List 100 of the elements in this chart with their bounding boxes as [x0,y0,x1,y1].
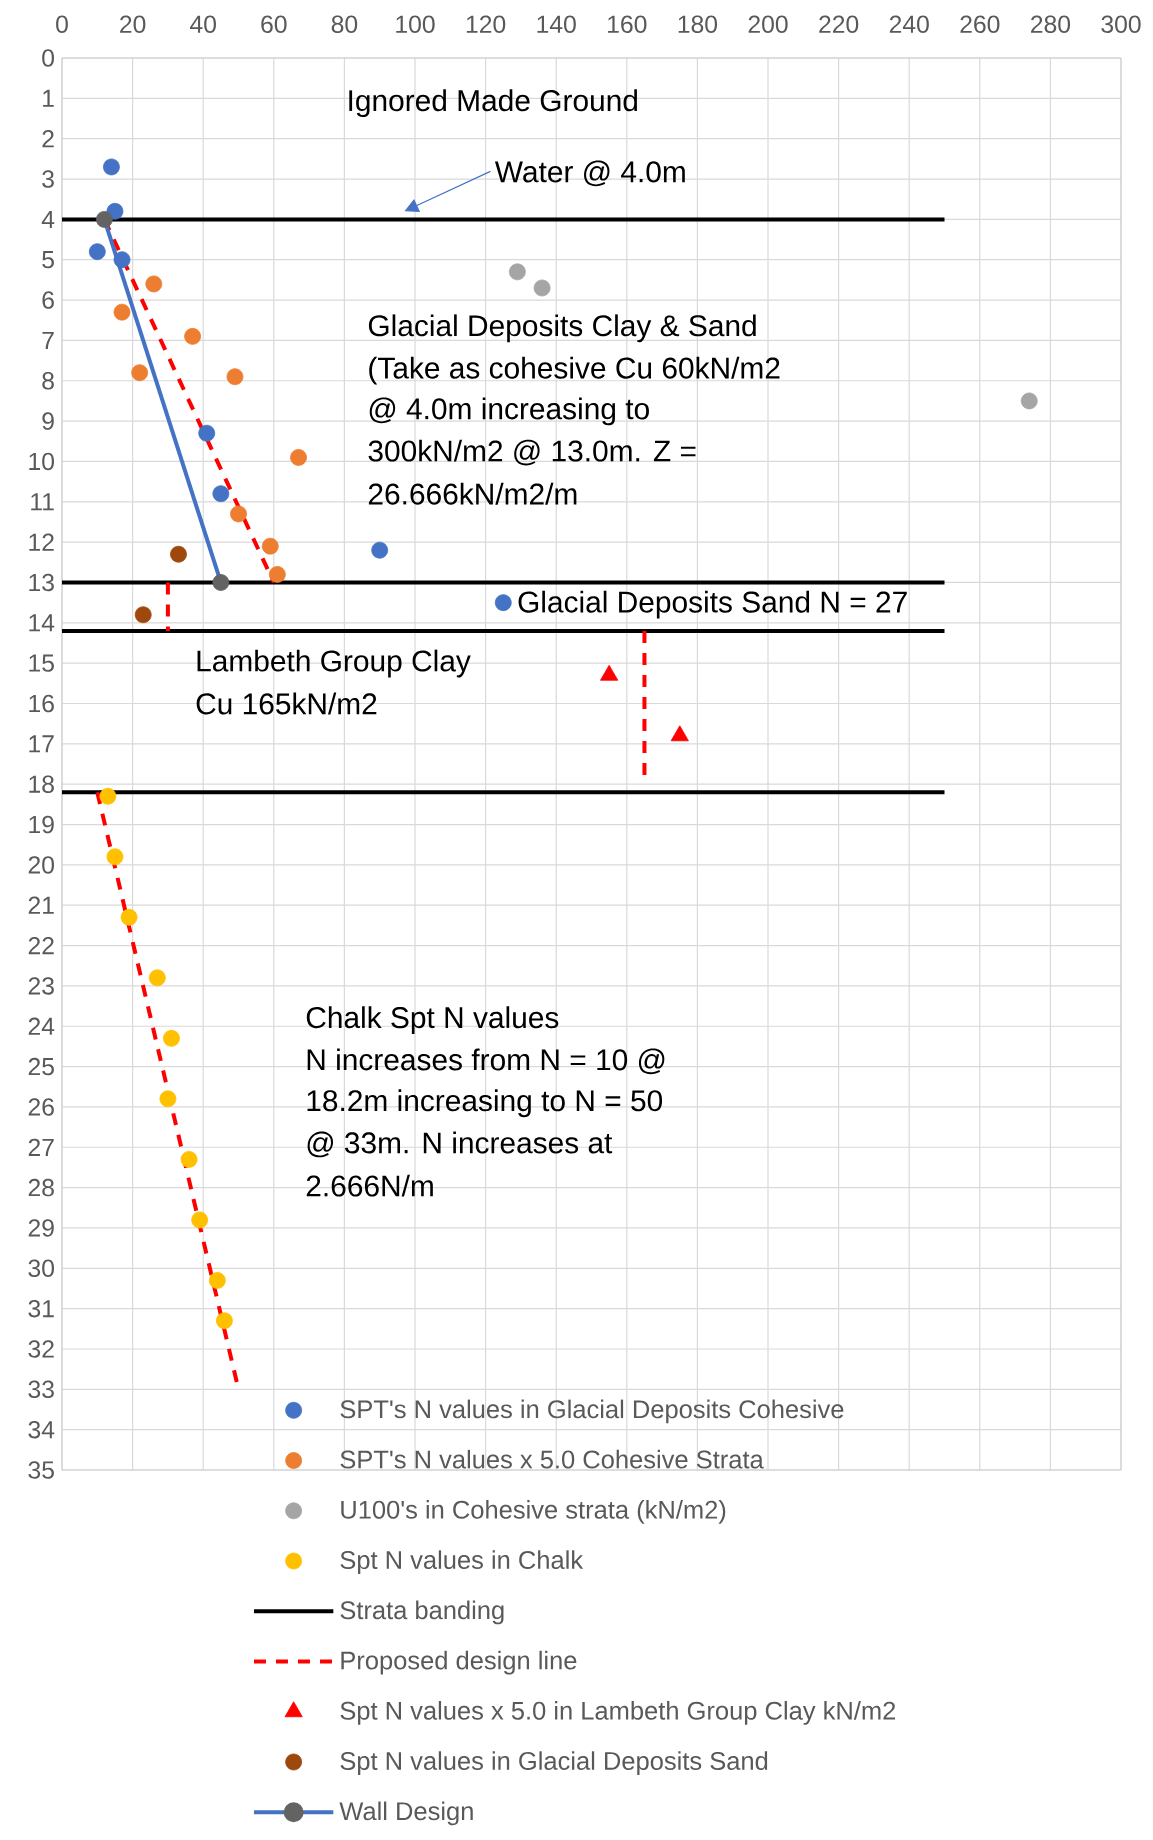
y-tick-label: 34 [28,1420,55,1439]
y-tick-label: 9 [42,412,54,430]
y-tick-label: 14 [29,614,55,632]
point [198,424,216,442]
x-tick-label: 0 [56,15,68,33]
y-tick-label: 25 [28,1057,54,1076]
x-tick-label: 100 [396,15,435,33]
y-tick-label: 8 [42,372,54,390]
y-tick-label: 17 [29,735,54,753]
point [113,303,131,321]
y-tick-label: 10 [29,452,54,471]
annotation: 26.666kN/m2/m [368,482,577,505]
y-tick-label: 7 [42,331,54,349]
y-tick-label: 22 [28,936,54,955]
point [371,541,389,559]
point [290,449,307,466]
x-tick-label: 200 [748,15,788,33]
point [106,202,124,220]
y-tick-label: 18 [29,775,54,793]
point [226,368,244,386]
point [99,787,117,805]
legend-label: Proposed design line [341,1650,577,1675]
y-tick-label: 13 [29,573,54,592]
y-tick-label: 0 [42,49,54,67]
annotation: Water @ 4.0m [494,160,685,187]
legend-label: Spt N values x 5.0 in Lambeth Group Clay kN/m2 [340,1701,896,1725]
x-tick-label: 40 [190,15,216,33]
legend-label: Spt N values in Glacial Deposits Sand [340,1751,768,1776]
x-tick-label: 20 [120,15,146,33]
y-tick-label: 21 [28,896,54,914]
y-tick-label: 11 [31,493,54,511]
y-tick-label: 29 [28,1219,54,1237]
y-tick-label: 26 [28,1098,54,1116]
annotation: 18.2m increasing to N = 50 [307,1089,663,1118]
x-tick-label: 240 [889,15,929,33]
y-tick-label: 31 [28,1299,54,1318]
annotation: 300kN/m2 @ 13.0m. Z = [368,439,696,466]
y-tick-label: 20 [28,856,54,874]
y-tick-label: 33 [28,1380,54,1399]
point [145,275,163,293]
y-tick-label: 27 [28,1138,54,1156]
point [212,485,230,503]
y-tick-label: 23 [28,977,54,995]
y-tick-label: 15 [29,654,54,672]
point [113,251,131,269]
y-tick-label: 35 [28,1461,54,1479]
point [191,1211,209,1229]
point [212,574,230,591]
y-tick-label: 5 [42,251,54,269]
y-tick-label: 12 [29,533,54,551]
legend-label: SPT's N values in Glacial Deposits Cohesive [340,1399,844,1424]
y-tick-label: 3 [42,170,54,188]
x-tick-label: 280 [1031,15,1071,33]
annotation: @ 4.0m increasing to [369,397,649,426]
point [88,243,106,261]
point [494,594,512,612]
point [184,327,202,345]
point [208,1272,226,1289]
point [268,566,286,583]
point [1020,392,1038,410]
y-tick-label: 28 [28,1178,54,1197]
annotation: Glacial Deposits Sand N = 27 [518,590,907,619]
annotation: Ignored Made Ground [349,89,637,118]
x-tick-label: 60 [261,15,287,33]
annotation: Lambeth Group Clay [197,649,471,678]
legend-label: U100's in Cohesive strata (kN/m2) [341,1500,726,1524]
x-tick-label: 160 [608,15,647,33]
y-tick-label: 6 [42,291,54,309]
annotation: (Take as cohesive Cu 60kN/m2 [369,356,780,385]
annotation: Cu 165kN/m2 [196,692,377,715]
point [508,263,526,281]
point [106,848,124,866]
y-tick-label: 1 [43,89,54,107]
point [215,1312,233,1330]
point [533,279,551,297]
legend-label: Strata banding [340,1600,504,1625]
legend-label: Wall Design [339,1801,473,1826]
x-tick-label: 180 [678,15,718,33]
point [170,545,187,563]
y-tick-label: 30 [28,1259,54,1278]
y-tick-label: 19 [29,815,54,834]
point [230,505,247,523]
y-tick-label: 24 [28,1017,55,1035]
y-tick-label: 16 [29,694,54,713]
annotation: @ 33m. N increases at [307,1131,613,1158]
point [159,1090,177,1108]
legend-label: SPT's N values x 5.0 Cohesive Strata [340,1449,764,1469]
point [148,969,166,987]
y-tick-label: 2 [42,130,54,148]
x-tick-label: 300 [1101,15,1141,33]
annotation: N increases from N = 10 @ [307,1048,665,1075]
point [103,158,120,176]
x-tick-label: 140 [537,15,576,33]
x-tick-label: 80 [331,15,358,33]
point [180,1150,198,1168]
annotation: Chalk Spt N values [306,1006,559,1035]
point [131,364,149,382]
x-tick-label: 120 [466,15,506,33]
point [120,908,138,926]
x-tick-label: 260 [960,15,1000,33]
